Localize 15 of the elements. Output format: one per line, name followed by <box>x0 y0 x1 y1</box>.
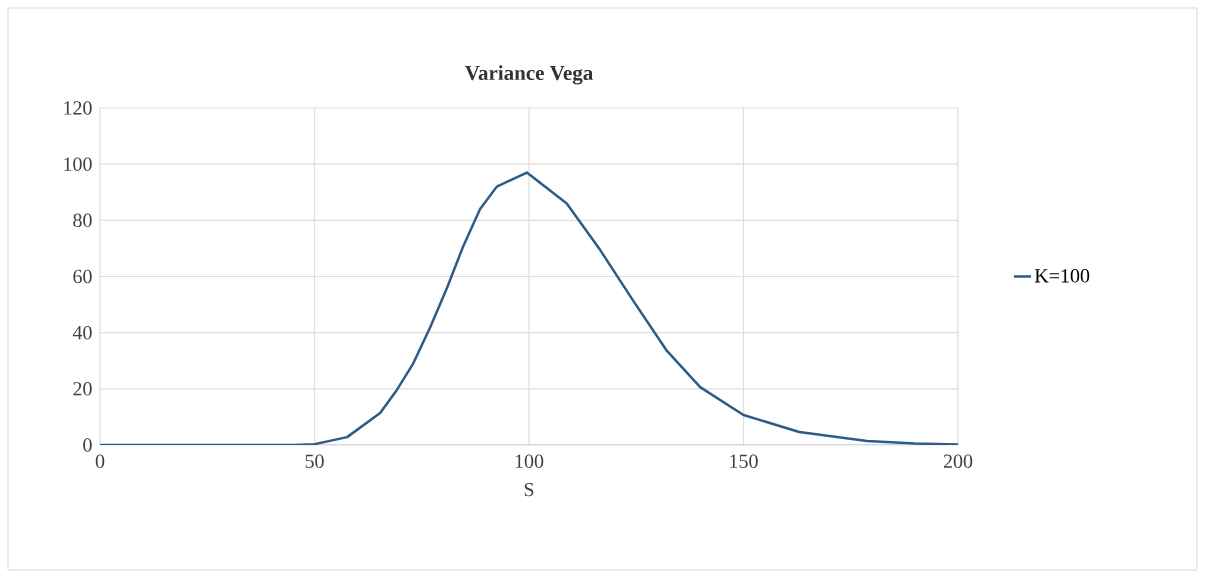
y-tick-label: 80 <box>73 213 92 228</box>
y-tick-label: 0 <box>83 438 92 452</box>
x-tick-label: 150 <box>730 454 758 469</box>
y-tick-label: 40 <box>72 325 92 340</box>
x-tick-label: 200 <box>943 454 973 469</box>
x-tick-label: 50 <box>305 454 324 469</box>
y-tick-label: 60 <box>73 269 92 284</box>
x-axis-title: S <box>524 482 534 497</box>
chart-title: Variance Vega <box>464 65 593 85</box>
y-tick-label: 20 <box>73 382 92 396</box>
y-tick-label: 120 <box>64 101 92 115</box>
x-tick-label: 100 <box>515 454 544 469</box>
legend-label: K=100 <box>1034 269 1090 283</box>
x-tick-label: 0 <box>95 454 105 469</box>
y-tick-label: 100 <box>64 157 92 171</box>
